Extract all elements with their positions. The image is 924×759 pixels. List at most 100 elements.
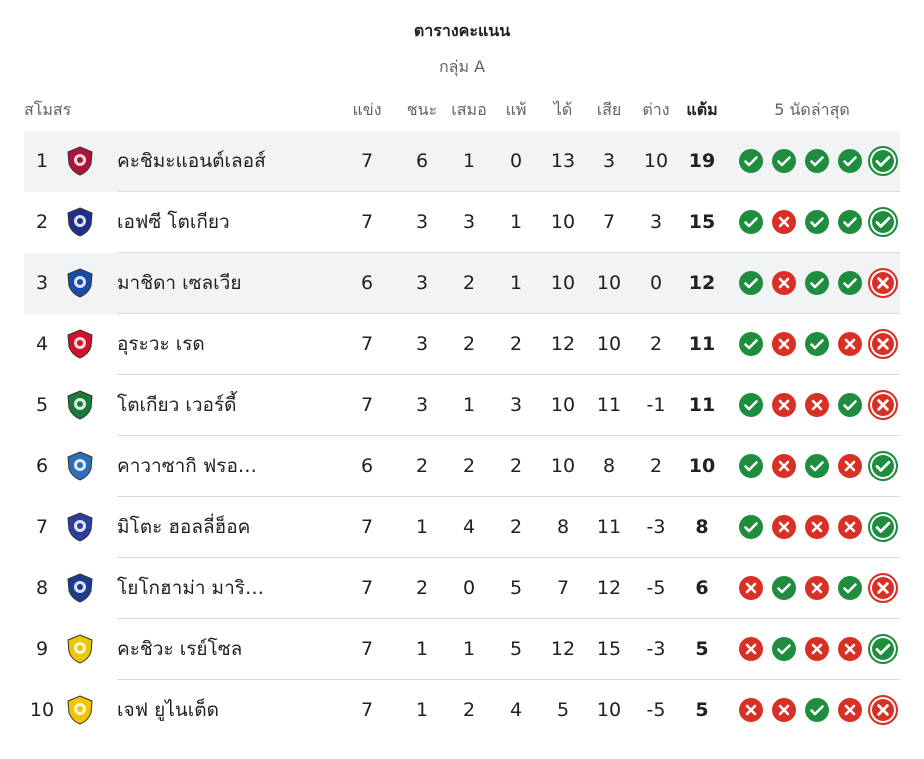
win-check-icon [739,454,763,478]
stat-played: 7 [360,333,374,355]
yokohama-marinos-crest-icon [64,572,96,604]
row-divider [117,191,900,192]
stat-gd: -5 [646,699,666,721]
position: 7 [35,516,49,538]
stat-gf: 12 [550,333,576,355]
stat-lost: 1 [509,272,523,294]
table-title: ตารางคะแนน [413,21,511,40]
stat-gd: 2 [649,333,663,355]
stat-drawn: 3 [462,211,476,233]
table-row[interactable]: 2 เอฟซี โตเกียว 7 3 3 1 10 7 3 15 [24,192,900,253]
position: 6 [35,455,49,477]
team-name[interactable]: คะชิวะ เรย์โซล [117,638,243,660]
win-check-icon [868,207,898,237]
team-name[interactable]: เอฟซี โตเกียว [117,211,230,233]
win-check-icon [739,332,763,356]
header-points: แต้ม [686,100,718,119]
row-divider [117,618,900,619]
stat-won: 1 [415,638,429,660]
stat-won: 3 [415,272,429,294]
table-row[interactable]: 5 โตเกียว เวอร์ดี้ 7 3 1 3 10 11 -1 11 [24,375,900,436]
stat-drawn: 0 [462,577,476,599]
position: 10 [29,699,55,721]
table-row[interactable]: 1 คะชิมะแอนต์เลอส์ 7 6 1 0 13 3 10 19 [24,131,900,192]
win-check-icon [805,698,829,722]
stat-pts: 5 [695,638,709,660]
loss-cross-icon [868,268,898,298]
position: 9 [35,638,49,660]
stat-gd: -3 [646,516,666,538]
stat-gf: 10 [550,272,576,294]
table-row[interactable]: 7 มิโตะ ฮอลลี่ฮ็อค 7 1 4 2 8 11 -3 8 [24,497,900,558]
loss-cross-icon [739,637,763,661]
stat-lost: 2 [509,516,523,538]
table-row[interactable]: 9 คะชิวะ เรย์โซล 7 1 1 5 12 15 -3 5 [24,619,900,680]
win-check-icon [805,271,829,295]
win-check-icon [739,210,763,234]
stat-gd: -1 [646,394,666,416]
loss-cross-icon [739,576,763,600]
team-name[interactable]: มิโตะ ฮอลลี่ฮ็อค [117,516,251,538]
stat-pts: 11 [688,333,716,355]
stat-pts: 11 [688,394,716,416]
stat-gf: 10 [550,455,576,477]
stat-won: 6 [415,150,429,172]
position: 5 [35,394,49,416]
stat-pts: 15 [688,211,716,233]
table-row[interactable]: 4 อุระวะ เรด 7 3 2 2 12 10 2 11 [24,314,900,375]
team-name[interactable]: โตเกียว เวอร์ดี้ [117,394,237,416]
team-name[interactable]: เจฟ ยูไนเต็ด [117,699,219,721]
loss-cross-icon [772,515,796,539]
loss-cross-icon [868,695,898,725]
stat-lost: 5 [509,638,523,660]
machida-zelvia-crest-icon [64,267,96,299]
table-row[interactable]: 10 เจฟ ยูไนเต็ด 7 1 2 4 5 10 -5 5 [24,680,900,741]
team-name[interactable]: อุระวะ เรด [117,333,205,355]
kashiwa-reysol-crest-icon [64,633,96,665]
header-drawn: เสมอ [451,100,487,119]
stat-lost: 1 [509,211,523,233]
table-row[interactable]: 3 มาชิดา เซลเวีย 6 3 2 1 10 10 0 12 [24,253,900,314]
loss-cross-icon [838,332,862,356]
win-check-icon [868,634,898,664]
stat-gf: 12 [550,638,576,660]
header-goals-for: ได้ [553,100,573,119]
kashima-antlers-crest-icon [64,145,96,177]
stat-played: 7 [360,699,374,721]
position: 8 [35,577,49,599]
stat-lost: 5 [509,577,523,599]
stat-ga: 8 [602,455,616,477]
stat-pts: 8 [695,516,709,538]
stat-lost: 2 [509,455,523,477]
row-divider [117,496,900,497]
stat-gf: 5 [556,699,570,721]
team-name[interactable]: โยโกฮาม่า มาริ… [117,577,264,599]
loss-cross-icon [805,515,829,539]
stat-ga: 11 [596,394,622,416]
stat-played: 7 [360,150,374,172]
team-name[interactable]: คะชิมะแอนต์เลอส์ [117,150,266,172]
stat-won: 2 [415,577,429,599]
team-name[interactable]: มาชิดา เซลเวีย [117,272,242,294]
stat-won: 2 [415,455,429,477]
stat-gf: 10 [550,211,576,233]
stat-drawn: 2 [462,699,476,721]
win-check-icon [838,210,862,234]
win-check-icon [739,515,763,539]
stat-ga: 15 [596,638,622,660]
stat-ga: 3 [602,150,616,172]
mito-hollyhock-crest-icon [64,511,96,543]
stat-lost: 2 [509,333,523,355]
stat-won: 1 [415,699,429,721]
table-row[interactable]: 6 คาวาซากิ ฟรอ… 6 2 2 2 10 8 2 10 [24,436,900,497]
table-row[interactable]: 8 โยโกฮาม่า มาริ… 7 2 0 5 7 12 -5 6 [24,558,900,619]
stat-played: 7 [360,516,374,538]
loss-cross-icon [772,210,796,234]
position: 3 [35,272,49,294]
stat-drawn: 2 [462,333,476,355]
team-name[interactable]: คาวาซากิ ฟรอ… [117,455,257,477]
stat-played: 7 [360,638,374,660]
position: 2 [35,211,49,233]
win-check-icon [868,512,898,542]
stat-played: 7 [360,211,374,233]
